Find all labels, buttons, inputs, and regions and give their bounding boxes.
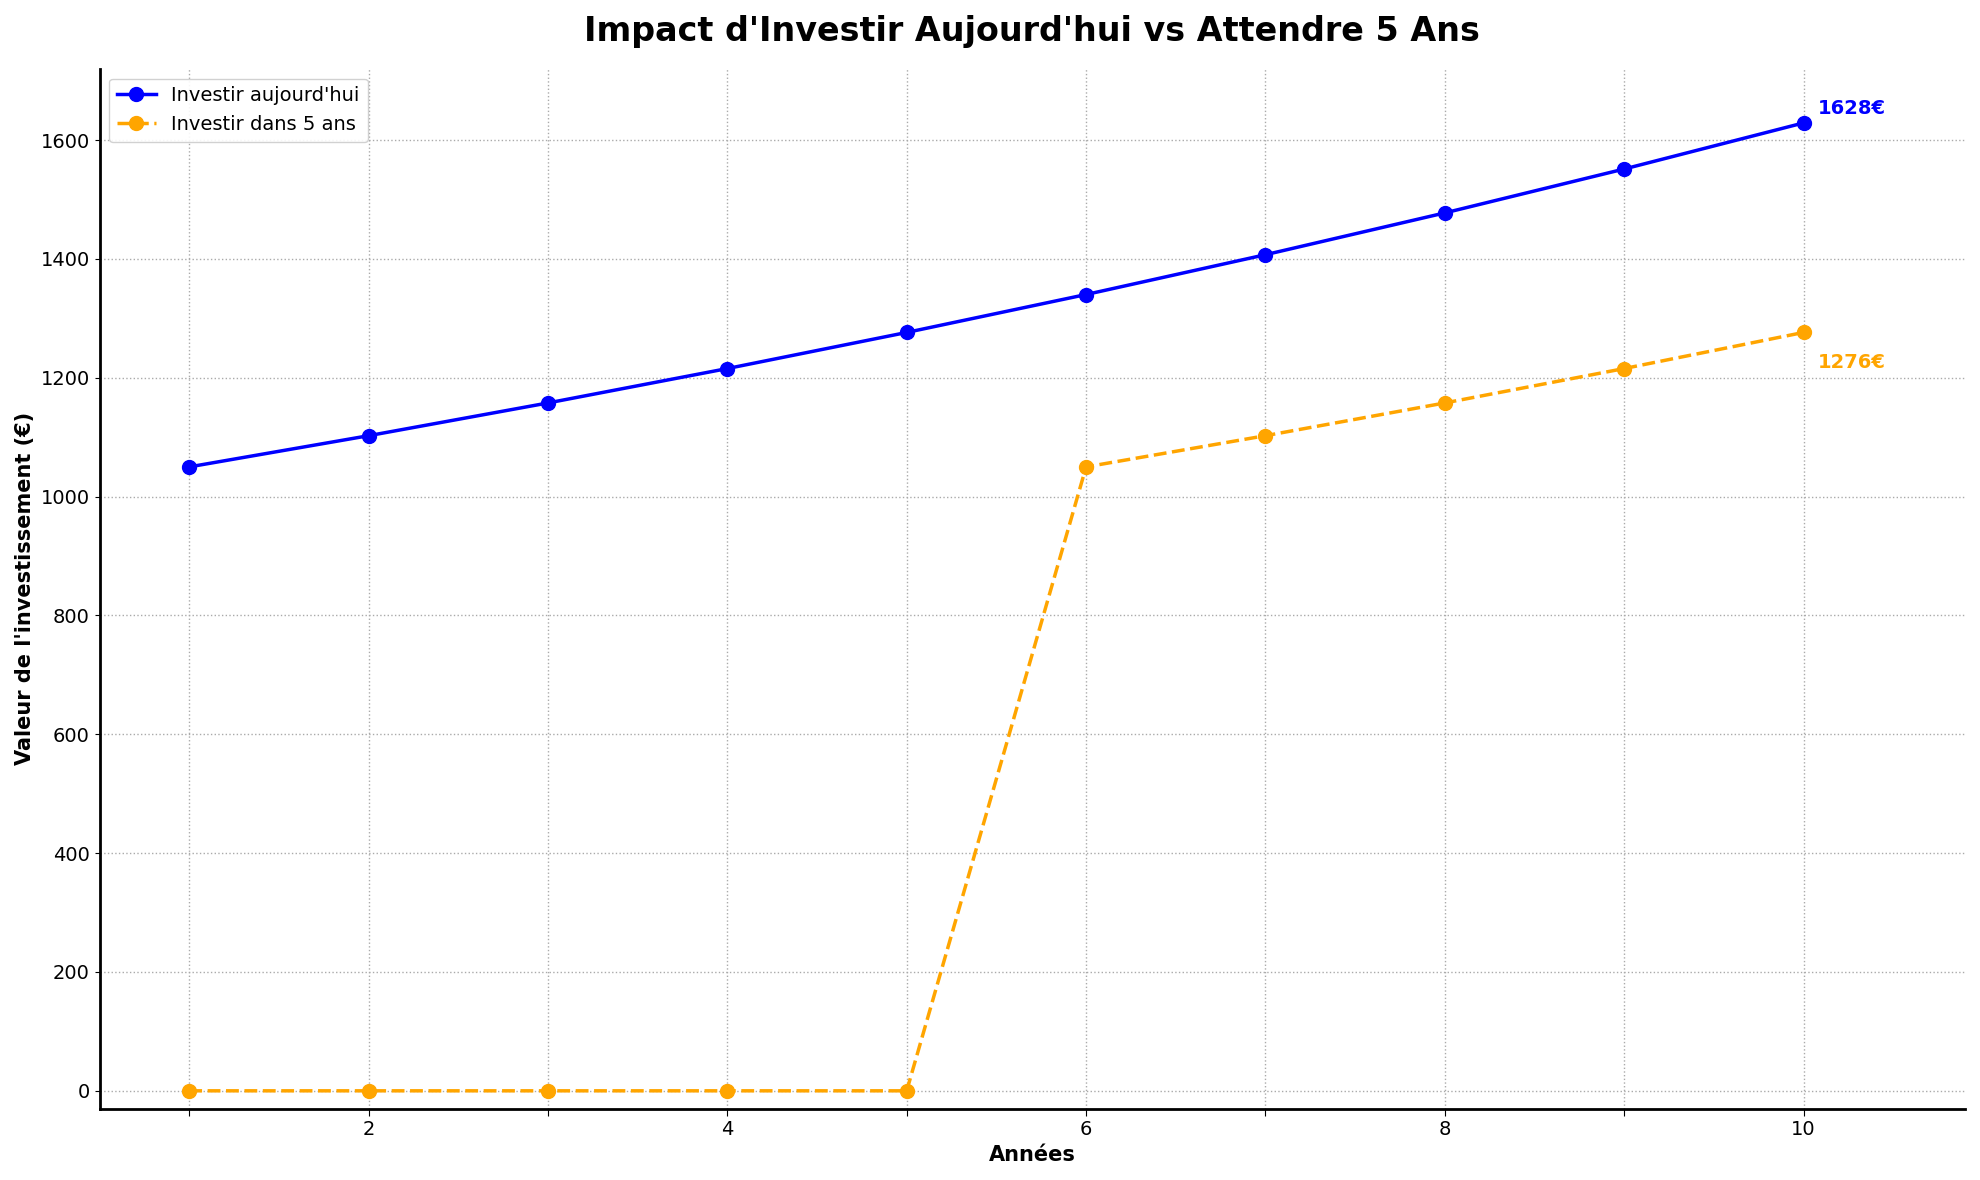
Investir dans 5 ans bbox=[895, 1083, 919, 1097]
Investir dans 5 ans bbox=[178, 1083, 202, 1097]
Investir aujourd'hui bbox=[715, 361, 739, 375]
Line: Investir dans 5 ans: Investir dans 5 ans bbox=[182, 326, 1810, 1097]
Investir aujourd'hui bbox=[1075, 288, 1099, 302]
Investir dans 5 ans bbox=[1612, 361, 1635, 375]
Investir aujourd'hui bbox=[1434, 205, 1457, 219]
Investir dans 5 ans bbox=[1434, 395, 1457, 409]
Investir aujourd'hui bbox=[1612, 162, 1635, 176]
Investir dans 5 ans bbox=[537, 1083, 560, 1097]
Investir aujourd'hui bbox=[178, 460, 202, 474]
Text: 1276€: 1276€ bbox=[1818, 353, 1885, 372]
Investir dans 5 ans bbox=[356, 1083, 380, 1097]
Y-axis label: Valeur de l'investissement (€): Valeur de l'investissement (€) bbox=[16, 412, 36, 766]
Investir aujourd'hui bbox=[537, 395, 560, 409]
Investir dans 5 ans bbox=[1792, 326, 1816, 340]
Investir aujourd'hui bbox=[1792, 116, 1816, 130]
Investir aujourd'hui bbox=[895, 326, 919, 340]
Investir dans 5 ans bbox=[1253, 428, 1277, 442]
Title: Impact d'Investir Aujourd'hui vs Attendre 5 Ans: Impact d'Investir Aujourd'hui vs Attendr… bbox=[584, 15, 1481, 48]
Legend: Investir aujourd'hui, Investir dans 5 ans: Investir aujourd'hui, Investir dans 5 an… bbox=[109, 79, 368, 142]
Investir dans 5 ans bbox=[715, 1083, 739, 1097]
Text: 1628€: 1628€ bbox=[1818, 99, 1885, 118]
Investir aujourd'hui bbox=[356, 428, 380, 442]
X-axis label: Années: Années bbox=[988, 1145, 1075, 1165]
Investir aujourd'hui bbox=[1253, 248, 1277, 262]
Investir dans 5 ans bbox=[1075, 460, 1099, 474]
Line: Investir aujourd'hui: Investir aujourd'hui bbox=[182, 116, 1810, 474]
